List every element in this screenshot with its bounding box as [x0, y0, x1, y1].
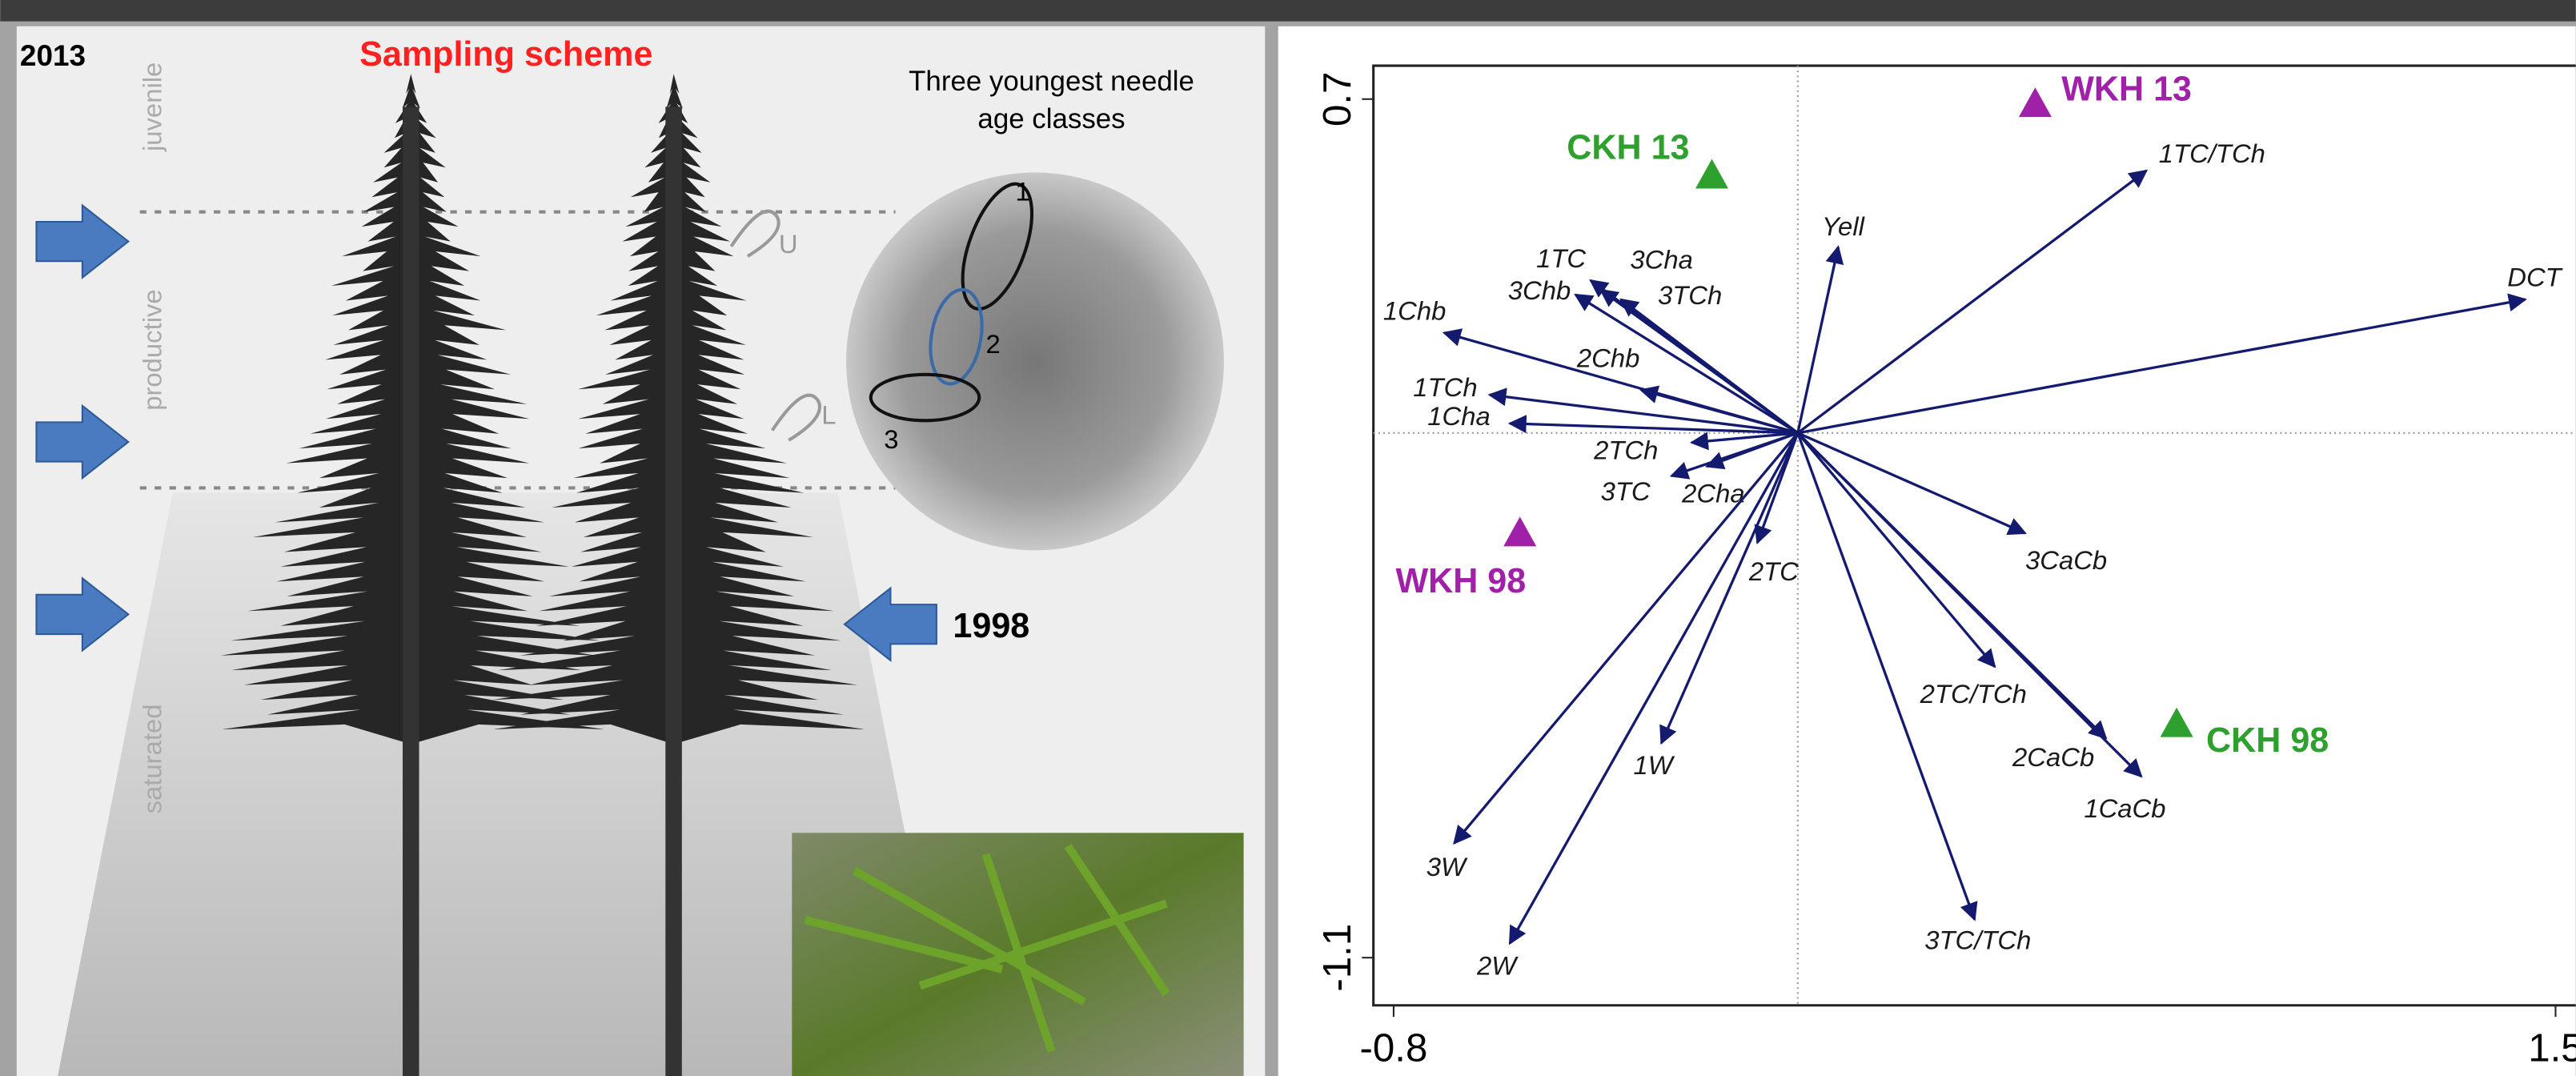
plot-frame: [1372, 64, 2576, 1007]
loading-arrow: [1796, 432, 2143, 778]
crown-loop: [770, 393, 821, 442]
loading-label: 2TC/TCh: [1920, 679, 2027, 709]
tree-trunk: [403, 106, 419, 1076]
sampling-illustration: 2013 Sampling scheme Three youngest need…: [20, 35, 1244, 1076]
panel-title: Sampling scheme: [359, 35, 652, 74]
loading-label: 3TCh: [1658, 280, 1722, 310]
loading-label: 3W: [1426, 852, 1468, 881]
loading-arrow: [1619, 298, 1799, 435]
loading-label: 2Chb: [1576, 343, 1639, 372]
arrow: [843, 586, 937, 662]
loading-arrow: [1659, 432, 1800, 745]
loading-arrow: [1796, 169, 2149, 435]
needle-ellipse: [869, 372, 981, 423]
loading-label: 2W: [1476, 950, 1519, 980]
loading-label: 1CaCb: [2084, 793, 2165, 823]
loading-label: 3TC: [1601, 476, 1651, 506]
site-label: WKH 98: [1395, 562, 1526, 600]
loading-label: Yell: [1822, 211, 1866, 241]
needle-ellipse: [961, 182, 1034, 311]
needle-ellipse: [929, 287, 984, 386]
loading-arrow: [1689, 432, 1798, 451]
site-marker: [1695, 159, 1729, 189]
site-label: CKH 98: [2206, 721, 2329, 760]
needle-class: 3: [884, 424, 898, 454]
loading-label: DCT: [2507, 263, 2562, 292]
site-marker: [1503, 516, 1537, 547]
tree-trunk: [665, 106, 682, 1076]
zone-label: saturated: [137, 705, 167, 814]
loading-label: 2Cha: [1681, 479, 1744, 508]
loading-arrow: [1796, 245, 1844, 434]
right-panel: [1278, 26, 2576, 1076]
loading-arrow: [1796, 432, 1996, 668]
x-tick-label: -0.8: [1360, 1026, 1428, 1070]
arrow: [35, 576, 130, 652]
needle-photo: [846, 172, 1224, 551]
x-tick-label: 1.5: [2528, 1026, 2576, 1070]
title-bar: [0, 0, 2576, 22]
loading-arrow: [1453, 432, 1800, 845]
loading-label: 3CaCb: [2025, 545, 2107, 575]
loading-label: 1W: [1634, 750, 1675, 780]
loading-label: 3Cha: [1630, 244, 1692, 274]
loading-label: 1Chb: [1383, 295, 1446, 325]
crown-mark: L: [821, 399, 836, 429]
crown-loop: [729, 209, 780, 258]
loading-label: 2TCh: [1593, 435, 1658, 464]
loading-arrow: [1574, 293, 1799, 435]
needle-class: 1: [1015, 176, 1029, 206]
loading-label: 1TC: [1536, 243, 1586, 273]
arrow: [35, 203, 130, 279]
loading-arrow: [1639, 385, 1799, 435]
loading-arrow: [1705, 432, 1799, 470]
loading-label: 2CaCb: [2012, 742, 2094, 772]
arrow: [35, 404, 130, 480]
loading-label: 3Chb: [1508, 275, 1571, 305]
branch: [804, 843, 1170, 1053]
loading-arrow: [1796, 432, 1978, 921]
zone-label: productive: [137, 289, 167, 410]
loading-arrow: [1508, 432, 1800, 946]
loading-label: 1TC/TCh: [2159, 139, 2265, 168]
needle-class: 2: [985, 329, 1000, 359]
loading-label: 2TC: [1748, 556, 1799, 586]
loading-label: 1TCh: [1413, 372, 1477, 402]
caption: Three youngest needle: [909, 66, 1194, 97]
site-label: CKH 13: [1567, 129, 1689, 167]
site-marker: [2018, 87, 2052, 118]
site-marker: [2160, 707, 2193, 737]
year-label: 2013: [20, 39, 86, 72]
crown-mark: U: [779, 229, 798, 259]
y-tick-label: 0.7: [1315, 72, 1359, 126]
site-label: WKH 13: [2061, 70, 2192, 109]
year-label: 1998: [953, 607, 1029, 645]
y-tick-label: -1.1: [1315, 924, 1359, 992]
loading-label: 1Cha: [1427, 401, 1490, 431]
loading-arrow: [1507, 415, 1798, 435]
zone-label: juvenile: [137, 62, 167, 152]
loading-arrow: [1797, 432, 2027, 536]
loading-arrow: [1487, 387, 1799, 435]
loading-arrow: [1797, 293, 2527, 435]
trees: [220, 74, 865, 1076]
loading-label: 3TC/TCh: [1924, 925, 2031, 954]
caption: age classes: [977, 103, 1125, 134]
biplot: -0.8 1.5 -1.1 0.7 1TC/TCh DCT Yell 1TC 3Cha 3Chb 3…: [1315, 64, 2576, 1070]
